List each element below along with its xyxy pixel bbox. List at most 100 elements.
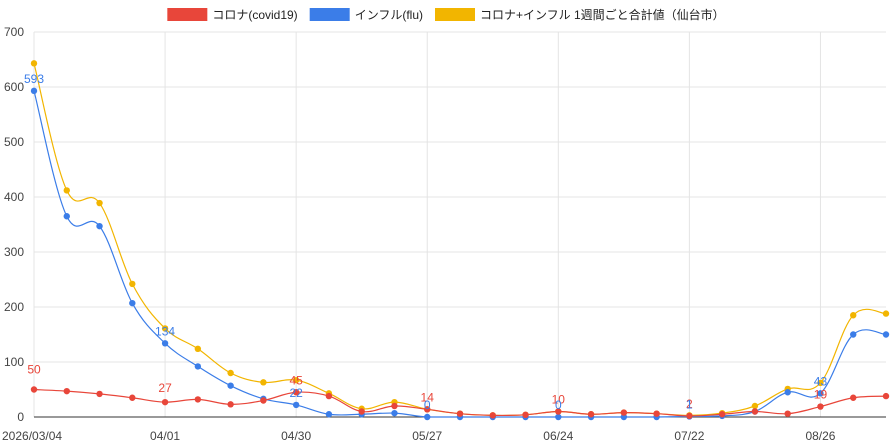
data-point: [718, 411, 726, 418]
data-point: [751, 402, 759, 410]
x-tick-label: 2026/03/04: [2, 429, 62, 443]
data-point: [850, 312, 857, 319]
data-point: [63, 187, 70, 194]
data-label: 1: [686, 397, 693, 411]
data-point: [620, 413, 628, 421]
series-points: [30, 60, 890, 421]
data-point: [96, 222, 103, 230]
data-point: [292, 389, 300, 396]
series-line-1: [33, 90, 887, 418]
data-labels: 50 27 45 14 10 2 19 593 134 22 0 0 1 43: [24, 72, 827, 412]
y-tick-label: 100: [4, 355, 24, 369]
data-point: [653, 410, 660, 417]
data-point: [784, 389, 791, 396]
x-tick-label: 06/24: [543, 429, 573, 443]
data-point: [489, 412, 496, 419]
data-point: [227, 369, 234, 377]
y-tick-label: 0: [17, 410, 24, 424]
legend-label: インフル(flu): [355, 8, 423, 22]
data-point: [850, 331, 857, 338]
x-tick-label: 04/01: [150, 429, 180, 443]
series-lines: [33, 63, 887, 418]
data-point: [587, 411, 595, 418]
legend-label: コロナ(covid19): [212, 8, 297, 22]
legend-item-0[interactable]: コロナ(covid19): [167, 8, 298, 22]
data-point: [30, 386, 38, 393]
data-label: 10: [552, 393, 566, 407]
data-point: [227, 401, 234, 408]
data-point: [391, 409, 398, 417]
data-point: [63, 387, 70, 395]
data-point: [424, 413, 431, 421]
data-label: 0: [555, 398, 562, 412]
data-point: [784, 410, 791, 417]
data-point: [194, 396, 202, 403]
data-point: [30, 87, 38, 95]
data-point: [96, 199, 103, 207]
data-point: [129, 299, 136, 307]
data-point: [227, 382, 234, 389]
data-label: 134: [155, 324, 175, 338]
data-label: 50: [27, 363, 41, 377]
data-point: [129, 394, 136, 401]
data-label: 43: [814, 374, 828, 388]
data-point: [620, 409, 628, 416]
legend: コロナ(covid19) インフル(flu) コロナ+インフル 1週間ごと合計値（仙…: [167, 7, 725, 22]
data-point: [751, 408, 759, 415]
data-point: [292, 376, 300, 384]
legend-swatch: [309, 8, 350, 21]
data-point: [522, 411, 529, 418]
y-tick-label: 500: [4, 135, 24, 149]
data-point: [555, 413, 562, 421]
data-point: [686, 412, 693, 420]
data-point: [424, 406, 431, 413]
legend-item-2[interactable]: コロナ+インフル 1週間ごと合計値（仙台市）: [435, 7, 725, 22]
data-point: [260, 397, 267, 404]
y-tick-label: 600: [4, 80, 24, 94]
y-tick-label: 400: [4, 190, 24, 204]
data-point: [882, 331, 890, 338]
data-point: [63, 213, 70, 220]
data-point: [194, 363, 202, 370]
x-tick-label: 05/27: [412, 429, 442, 443]
legend-swatch: [435, 8, 475, 21]
data-point: [882, 310, 890, 317]
data-point: [358, 408, 365, 415]
data-point: [96, 390, 103, 398]
data-label: 45: [289, 373, 303, 387]
x-tick-label: 07/22: [674, 429, 704, 443]
data-point: [882, 392, 890, 400]
data-point: [817, 403, 824, 410]
data-point: [161, 325, 169, 332]
x-tick-label: 08/26: [805, 429, 835, 443]
data-point: [292, 401, 300, 409]
series-line-2: [33, 63, 887, 417]
data-label: 14: [421, 390, 435, 404]
data-point: [260, 379, 267, 386]
data-point: [456, 410, 464, 417]
legend-label: コロナ+インフル 1週間ごと合計値（仙台市）: [480, 7, 725, 22]
data-label: 593: [24, 72, 44, 86]
data-point: [817, 390, 824, 397]
y-tick-label: 700: [4, 25, 24, 39]
data-point: [161, 340, 169, 347]
data-point: [850, 394, 857, 401]
grid: [33, 31, 886, 418]
y-tick-label: 300: [4, 245, 24, 259]
y-tick-label: 200: [4, 300, 24, 314]
data-label: 0: [424, 398, 431, 412]
data-point: [194, 345, 202, 352]
data-point: [30, 60, 38, 67]
data-label: 27: [158, 381, 172, 395]
data-point: [555, 408, 562, 415]
legend-item-1[interactable]: インフル(flu): [309, 8, 423, 22]
data-point: [129, 280, 136, 288]
data-label: 2: [686, 397, 693, 411]
data-point: [325, 392, 333, 400]
data-point: [817, 379, 824, 387]
data-label: 22: [289, 386, 303, 400]
data-point: [161, 398, 169, 406]
